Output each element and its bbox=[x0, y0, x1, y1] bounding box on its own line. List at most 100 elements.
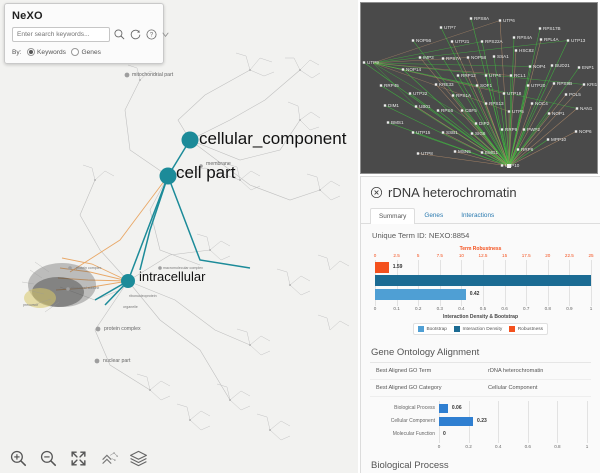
axis-tick: 0.4 bbox=[495, 444, 501, 449]
gene-label-nop4[interactable]: NOP4 bbox=[533, 64, 546, 69]
gene-label-ssa1[interactable]: SSA1 bbox=[497, 54, 509, 59]
gene-label-enp1[interactable]: ENP1 bbox=[582, 65, 594, 70]
tab-interactions[interactable]: Interactions bbox=[452, 207, 503, 223]
layers-icon[interactable] bbox=[129, 449, 148, 468]
gene-label-rps4a[interactable]: RPS4A bbox=[517, 35, 532, 40]
tab-summary[interactable]: Summary bbox=[370, 208, 415, 224]
gene-node bbox=[419, 56, 421, 58]
gene-label-rps22a[interactable]: RPS22A bbox=[485, 39, 503, 44]
collapse-network-icon[interactable] bbox=[99, 449, 118, 468]
gene-label-ub01[interactable]: UB01 bbox=[419, 104, 431, 109]
gene-label-rpl4a[interactable]: RPL4A bbox=[544, 37, 559, 42]
gene-label-sof1[interactable]: SOF1 bbox=[480, 83, 492, 88]
gene-node bbox=[517, 148, 519, 150]
gene-label-rrp6[interactable]: RRP6 bbox=[521, 147, 533, 152]
gene-label-utp15[interactable]: UTP15 bbox=[416, 130, 430, 135]
gene-label-nan1[interactable]: NAN1 bbox=[580, 106, 592, 111]
gene-node bbox=[493, 55, 495, 57]
gene-label-dim1[interactable]: DIM1 bbox=[388, 103, 399, 108]
gene-label-rrp12[interactable]: RRP12 bbox=[461, 73, 476, 78]
gene-label-utp18[interactable]: UTP18 bbox=[507, 91, 521, 96]
gene-node bbox=[499, 19, 501, 21]
gene-label-dip2[interactable]: DIP2 bbox=[479, 121, 489, 126]
robustness-chart: Term Robustness 0 2.5 5 7.5 10 12.5 15 17.5 20 22… bbox=[369, 244, 592, 339]
search-icon[interactable] bbox=[113, 28, 126, 41]
bar-biological-process bbox=[439, 404, 448, 413]
gene-label-rps6[interactable]: RPS6 bbox=[441, 108, 453, 113]
top-axis-title: Term Robustness bbox=[369, 246, 592, 252]
zoom-out-icon[interactable] bbox=[39, 449, 58, 468]
axis-tick: 0.4 bbox=[458, 306, 464, 311]
gene-label-hsc82[interactable]: HSC82 bbox=[519, 48, 534, 53]
gene-label-nop14[interactable]: NOP14 bbox=[406, 67, 421, 72]
gene-label-utp5[interactable]: UTP5 bbox=[512, 109, 524, 114]
chevron-down-icon[interactable] bbox=[161, 28, 170, 41]
gene-label-nop6[interactable]: NOP6 bbox=[579, 129, 592, 134]
gene-label-utp22[interactable]: UTP22 bbox=[413, 91, 427, 96]
gene-label-cbf5[interactable]: CBF5 bbox=[465, 108, 477, 113]
gene-label-kri1[interactable]: KRI1 bbox=[587, 82, 597, 87]
bar-robustness bbox=[375, 262, 389, 273]
legend-swatch-interaction-density bbox=[454, 326, 460, 332]
gene-label-emg1[interactable]: EMG1 bbox=[485, 150, 498, 155]
gene-label-rps9b[interactable]: RPS9B bbox=[557, 81, 572, 86]
gene-label-pol5[interactable]: POL5 bbox=[569, 92, 581, 97]
category-label: Cellular Component bbox=[369, 418, 435, 424]
legend-label-bootstrap: Bootstrap bbox=[426, 327, 447, 332]
gene-label-msn5[interactable]: MSN5 bbox=[458, 149, 471, 154]
fit-to-screen-icon[interactable] bbox=[69, 449, 88, 468]
gene-node bbox=[467, 56, 469, 58]
gene-label-rps13[interactable]: RPS13 bbox=[489, 101, 504, 106]
table-row: Best Aligned GO Term rDNA heterochromati… bbox=[370, 363, 591, 380]
gene-label-rcl1[interactable]: RCL1 bbox=[514, 73, 526, 78]
axis-tick: 0 bbox=[374, 306, 377, 311]
gene-label-rps17b[interactable]: RPS17B bbox=[543, 26, 561, 31]
axis-tick: 22.5 bbox=[565, 253, 574, 258]
gene-label-pwp2[interactable]: PWP2 bbox=[527, 127, 540, 132]
gene-node bbox=[510, 74, 512, 76]
axis-tick: 0.6 bbox=[501, 306, 507, 311]
gene-node bbox=[415, 105, 417, 107]
node-label-mitochondrial-part: mitochondrial part bbox=[132, 72, 173, 78]
top-axis-ticks: 0 2.5 5 7.5 10 12.5 15 17.5 20 22.5 25 bbox=[369, 253, 592, 260]
hierarchy-network-canvas[interactable]: cellular_component cell part intracellul… bbox=[0, 0, 358, 473]
robustness-plot-area: 1.59 0.42 bbox=[375, 260, 586, 306]
gene-label-rrp45[interactable]: RRP45 bbox=[384, 83, 399, 88]
gene-interaction-network[interactable]: UTP9 NOP56 UTP7 RPS8A UTP6 RPS17B UTP21 RPS22A R… bbox=[360, 2, 598, 174]
gene-label-nop58[interactable]: NOP58 bbox=[471, 55, 486, 60]
gene-label-utp8[interactable]: UTP8 bbox=[421, 151, 433, 156]
gene-node bbox=[539, 27, 541, 29]
gene-label-utp13[interactable]: UTP13 bbox=[571, 38, 585, 43]
gene-label-utp9[interactable]: UTP9 bbox=[367, 60, 379, 65]
help-icon[interactable]: ? bbox=[145, 28, 158, 41]
gene-label-sig6[interactable]: SIG6 bbox=[475, 131, 485, 136]
gene-label-rps8a[interactable]: RPS8A bbox=[474, 16, 489, 21]
gene-label-kre33[interactable]: KRE33 bbox=[439, 82, 454, 87]
gene-label-bud21[interactable]: BUD21 bbox=[555, 63, 570, 68]
gene-label-utp7[interactable]: UTP7 bbox=[444, 25, 456, 30]
gene-label-utp6[interactable]: UTP6 bbox=[503, 18, 515, 23]
gene-label-rps1a[interactable]: RPS1A bbox=[456, 93, 471, 98]
gene-label-utp21[interactable]: UTP21 bbox=[455, 39, 469, 44]
refresh-icon[interactable] bbox=[129, 28, 142, 41]
gene-label-noc4[interactable]: NOC4 bbox=[535, 101, 548, 106]
radio-genes[interactable]: Genes bbox=[71, 48, 101, 56]
gene-label-rps7a[interactable]: RPS7A bbox=[446, 56, 461, 61]
gene-label-rrp9[interactable]: RRP9 bbox=[505, 127, 517, 132]
gene-label-nop1[interactable]: NOP1 bbox=[552, 111, 565, 116]
search-input[interactable] bbox=[12, 27, 110, 42]
gene-label-nop56[interactable]: NOP56 bbox=[416, 38, 431, 43]
gene-label-bms1[interactable]: BMS1 bbox=[391, 120, 404, 125]
gene-label-ssb1[interactable]: SSB1 bbox=[446, 130, 458, 135]
close-circle-icon[interactable] bbox=[370, 186, 383, 199]
gene-label-imp3[interactable]: IMP3 bbox=[423, 55, 434, 60]
tab-genes[interactable]: Genes bbox=[415, 207, 452, 223]
zoom-in-icon[interactable] bbox=[9, 449, 28, 468]
gene-label-mpp10[interactable]: MPP10 bbox=[551, 137, 566, 142]
gene-label-utp4[interactable]: UTP4 bbox=[489, 73, 501, 78]
gene-label-utp20[interactable]: UTP20 bbox=[531, 83, 545, 88]
gene-label-utp10[interactable]: UTP10 bbox=[505, 163, 519, 168]
gene-node bbox=[547, 138, 549, 140]
radio-keywords[interactable]: Keywords bbox=[27, 48, 66, 56]
gene-node bbox=[553, 82, 555, 84]
